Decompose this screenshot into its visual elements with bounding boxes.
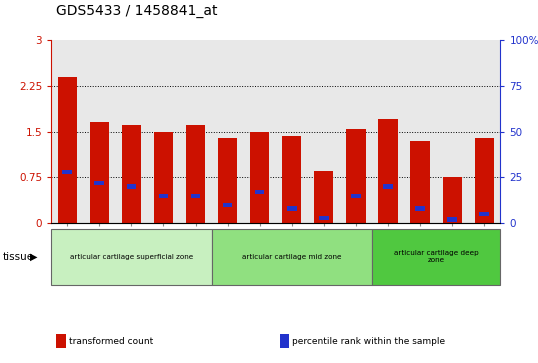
Bar <box>319 216 329 220</box>
Text: articular cartilage mid zone: articular cartilage mid zone <box>242 254 342 260</box>
Bar <box>190 193 200 198</box>
Bar <box>475 138 494 223</box>
Bar <box>383 184 393 189</box>
Bar <box>351 193 361 198</box>
Bar <box>223 203 232 207</box>
Bar <box>58 77 77 223</box>
Bar <box>255 190 265 194</box>
Bar <box>314 171 334 223</box>
Text: ▶: ▶ <box>30 252 37 262</box>
Bar <box>346 129 365 223</box>
FancyBboxPatch shape <box>372 229 500 285</box>
Bar <box>218 138 237 223</box>
Bar <box>159 193 168 198</box>
Bar <box>186 126 205 223</box>
Bar <box>479 212 489 216</box>
Bar <box>443 178 462 223</box>
FancyBboxPatch shape <box>51 229 211 285</box>
Bar <box>95 181 104 185</box>
Text: GDS5433 / 1458841_at: GDS5433 / 1458841_at <box>56 4 218 18</box>
FancyBboxPatch shape <box>211 229 372 285</box>
Bar <box>378 119 398 223</box>
Text: articular cartilage deep
zone: articular cartilage deep zone <box>394 250 478 263</box>
Text: tissue: tissue <box>3 252 34 262</box>
Bar <box>415 207 425 211</box>
Bar <box>126 184 136 189</box>
Bar <box>287 207 296 211</box>
Text: articular cartilage superficial zone: articular cartilage superficial zone <box>70 254 193 260</box>
Text: transformed count: transformed count <box>69 337 153 346</box>
Bar <box>90 122 109 223</box>
Bar <box>250 132 270 223</box>
Bar <box>448 217 457 222</box>
Bar <box>282 136 301 223</box>
Text: percentile rank within the sample: percentile rank within the sample <box>292 337 445 346</box>
Bar <box>154 132 173 223</box>
Bar <box>62 170 72 174</box>
Bar <box>122 126 141 223</box>
Bar <box>410 141 430 223</box>
